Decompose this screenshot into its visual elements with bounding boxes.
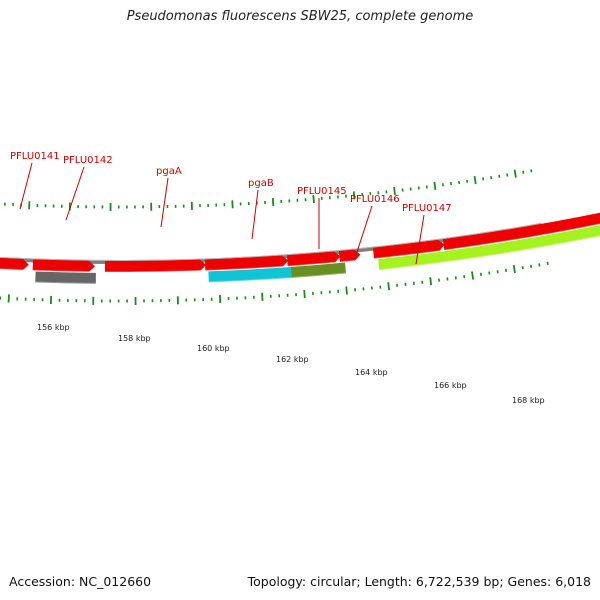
topology-text: Topology: circular; Length: 6,722,539 bp… bbox=[247, 574, 591, 589]
scale-label: 156 kbp bbox=[37, 323, 70, 332]
scale-label: 160 kbp bbox=[197, 344, 230, 353]
gene-leader-line bbox=[160, 177, 169, 228]
genome-backbone-highlight bbox=[0, 222, 542, 261]
feature-highlight bbox=[291, 272, 347, 279]
feature-block bbox=[290, 262, 347, 278]
feature-highlight bbox=[208, 276, 292, 284]
gene-label: PFLU0147 bbox=[402, 203, 452, 214]
cds-arrow bbox=[204, 255, 289, 271]
outer-scale-minor-tick bbox=[530, 169, 533, 173]
inner-scale-major-tick bbox=[471, 271, 475, 280]
gene-label: pgaB bbox=[248, 178, 274, 189]
cds-arrow bbox=[338, 249, 361, 262]
feature-block bbox=[35, 271, 96, 284]
outer-scale-major-tick bbox=[312, 194, 315, 204]
outer-scale-major-tick bbox=[271, 197, 275, 207]
scale-label: 162 kbp bbox=[276, 355, 309, 364]
inner-scale-minor-tick bbox=[529, 264, 533, 268]
gene-leader-line bbox=[415, 214, 425, 265]
feature-block bbox=[448, 224, 600, 262]
cds-arrow bbox=[372, 239, 445, 259]
outer-scale-minor-tick bbox=[522, 170, 525, 174]
feature-highlight bbox=[35, 281, 96, 285]
cds-highlight bbox=[373, 249, 445, 260]
inner-scale-minor-tick bbox=[546, 261, 549, 266]
cds-highlight bbox=[444, 223, 600, 251]
cds-arrow bbox=[32, 259, 95, 272]
outer-scale-major-tick bbox=[473, 176, 477, 185]
outer-scale-major-tick bbox=[352, 191, 356, 200]
cds-arrow bbox=[104, 259, 207, 272]
outer-scale-major-tick bbox=[393, 186, 396, 196]
gene-leader-line bbox=[19, 162, 33, 210]
feature-block bbox=[208, 266, 292, 283]
cds-highlight bbox=[32, 269, 94, 273]
cds-highlight bbox=[287, 261, 340, 267]
inner-scale-major-tick bbox=[303, 289, 306, 299]
inner-scale-major-tick bbox=[429, 277, 433, 286]
inner-scale-major-tick bbox=[387, 282, 391, 291]
outer-scale-major-tick bbox=[513, 169, 517, 178]
feature-highlight bbox=[449, 235, 600, 263]
gene-label: pgaA bbox=[156, 166, 182, 177]
scale-label: 166 kbp bbox=[434, 381, 467, 390]
cds-highlight bbox=[205, 265, 288, 272]
cds-highlight bbox=[339, 259, 361, 263]
inner-scale-minor-tick bbox=[538, 263, 541, 267]
scale-label: 164 kbp bbox=[355, 368, 388, 377]
cds-arrow bbox=[0, 258, 29, 271]
gene-label: PFLU0141 bbox=[10, 151, 60, 162]
feature-block bbox=[378, 250, 450, 271]
cds-arrow bbox=[286, 251, 341, 267]
cds-highlight bbox=[0, 268, 28, 271]
scale-label: 158 kbp bbox=[118, 334, 151, 343]
feature-highlight bbox=[379, 260, 451, 272]
inner-scale-major-tick bbox=[512, 264, 516, 274]
outer-scale-major-tick bbox=[433, 181, 437, 190]
gene-leader-line bbox=[355, 205, 373, 256]
gene-label: PFLU0146 bbox=[350, 194, 400, 205]
inner-scale-major-tick bbox=[345, 286, 348, 295]
gene-label: PFLU0145 bbox=[297, 186, 347, 197]
scale-label: 168 kbp bbox=[512, 396, 545, 405]
cds-highlight bbox=[104, 269, 206, 273]
gene-leader-line bbox=[65, 166, 85, 221]
map-title: Pseudomonas fluorescens SBW25, complete … bbox=[126, 9, 474, 24]
accession-text: Accession: NC_012660 bbox=[9, 574, 152, 589]
gene-leader-line bbox=[251, 189, 259, 240]
cds-arrow bbox=[442, 212, 600, 251]
gene-label: PFLU0142 bbox=[63, 155, 113, 166]
